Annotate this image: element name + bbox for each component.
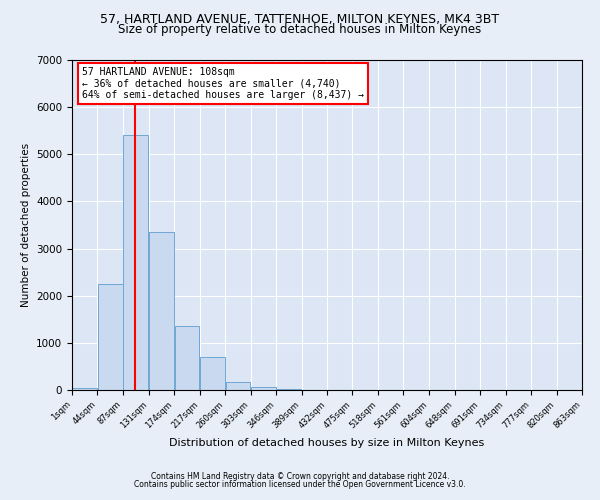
Text: 57 HARTLAND AVENUE: 108sqm
← 36% of detached houses are smaller (4,740)
64% of s: 57 HARTLAND AVENUE: 108sqm ← 36% of deta… <box>82 66 364 100</box>
Bar <box>251 386 276 390</box>
Bar <box>72 388 97 390</box>
Text: 57, HARTLAND AVENUE, TATTENHOE, MILTON KEYNES, MK4 3BT: 57, HARTLAND AVENUE, TATTENHOE, MILTON K… <box>100 12 500 26</box>
Bar <box>277 389 301 390</box>
X-axis label: Distribution of detached houses by size in Milton Keynes: Distribution of detached houses by size … <box>169 438 485 448</box>
Bar <box>149 232 174 390</box>
Y-axis label: Number of detached properties: Number of detached properties <box>20 143 31 307</box>
Bar <box>123 136 148 390</box>
Text: Size of property relative to detached houses in Milton Keynes: Size of property relative to detached ho… <box>118 22 482 36</box>
Text: Contains HM Land Registry data © Crown copyright and database right 2024.: Contains HM Land Registry data © Crown c… <box>151 472 449 481</box>
Bar <box>175 326 199 390</box>
Text: Contains public sector information licensed under the Open Government Licence v3: Contains public sector information licen… <box>134 480 466 489</box>
Bar <box>226 382 250 390</box>
Bar <box>98 284 122 390</box>
Bar <box>200 357 225 390</box>
